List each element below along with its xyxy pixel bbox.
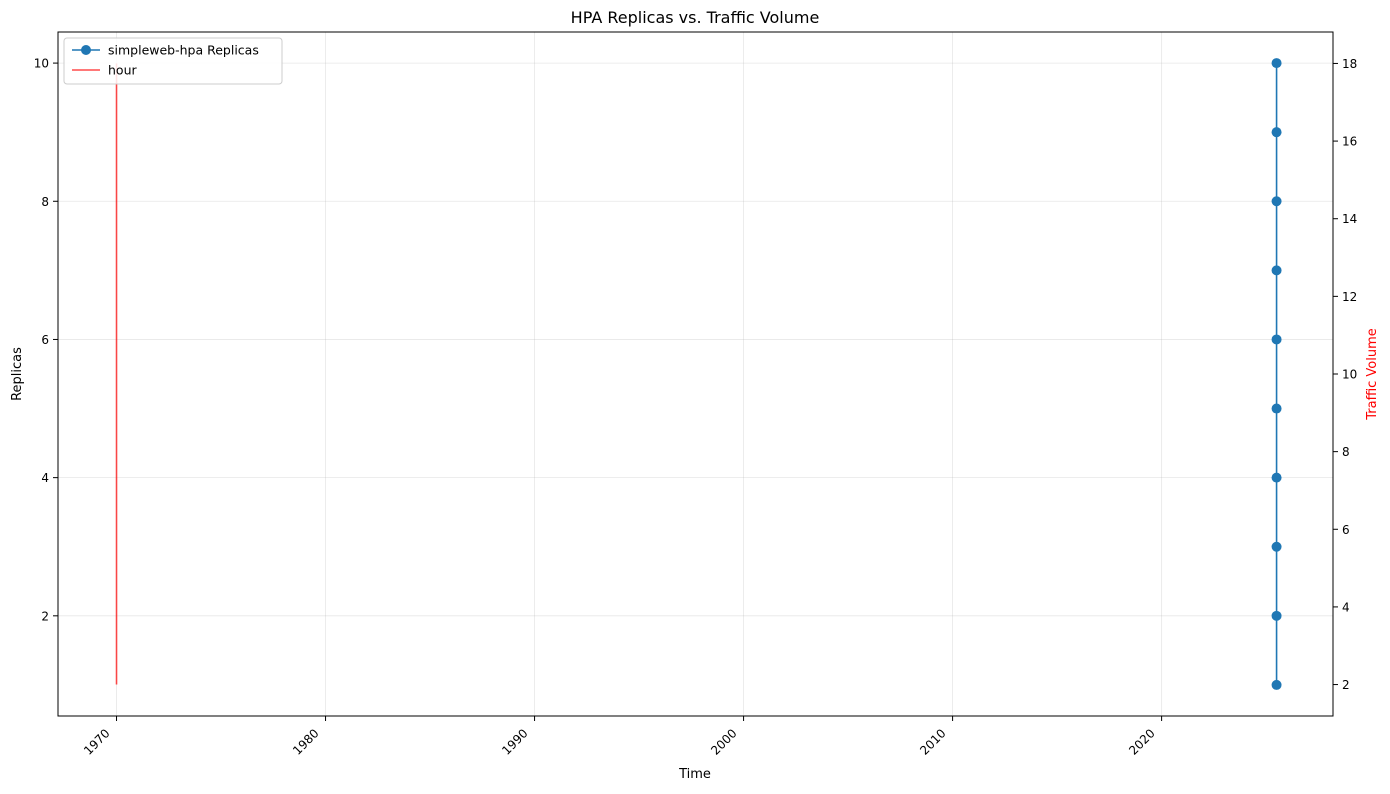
data-point bbox=[1271, 679, 1282, 690]
y-tick-label: 8 bbox=[41, 195, 49, 209]
data-point bbox=[1271, 127, 1282, 138]
data-point bbox=[1271, 403, 1282, 414]
data-point bbox=[1271, 265, 1282, 276]
x-axis-label: Time bbox=[678, 767, 711, 782]
data-point bbox=[1271, 541, 1282, 552]
legend: simpleweb-hpa Replicas hour bbox=[63, 37, 283, 85]
data-point bbox=[1271, 58, 1282, 69]
series-layer bbox=[115, 58, 1282, 690]
legend-label-0: simpleweb-hpa Replicas bbox=[108, 43, 259, 58]
y2-axis-label: Traffic Volume bbox=[1365, 328, 1380, 421]
legend-box bbox=[63, 37, 283, 85]
y2-tick-label: 2 bbox=[1342, 678, 1350, 692]
y2-tick-label: 4 bbox=[1342, 600, 1350, 614]
chart-title: HPA Replicas vs. Traffic Volume bbox=[571, 8, 820, 27]
y2-tick-label: 10 bbox=[1342, 368, 1357, 382]
y2-tick-label: 18 bbox=[1342, 57, 1357, 71]
y2-tick-label: 8 bbox=[1342, 445, 1350, 459]
y2-tick-label: 14 bbox=[1342, 212, 1357, 226]
y2-tick-label: 16 bbox=[1342, 135, 1357, 149]
data-point bbox=[1271, 334, 1282, 345]
y2-tick-label: 12 bbox=[1342, 290, 1357, 304]
data-point bbox=[1271, 610, 1282, 621]
y2-tick-label: 6 bbox=[1342, 523, 1350, 537]
data-point bbox=[1271, 196, 1282, 207]
legend-marker-0 bbox=[81, 45, 91, 55]
y-tick-label: 2 bbox=[41, 609, 49, 623]
legend-label-1: hour bbox=[108, 63, 137, 78]
y-tick-label: 6 bbox=[41, 333, 49, 347]
data-point bbox=[1271, 472, 1282, 483]
y-axis-label: Replicas bbox=[10, 347, 25, 401]
y-tick-label: 4 bbox=[41, 471, 49, 485]
y-tick-label: 10 bbox=[34, 57, 49, 71]
